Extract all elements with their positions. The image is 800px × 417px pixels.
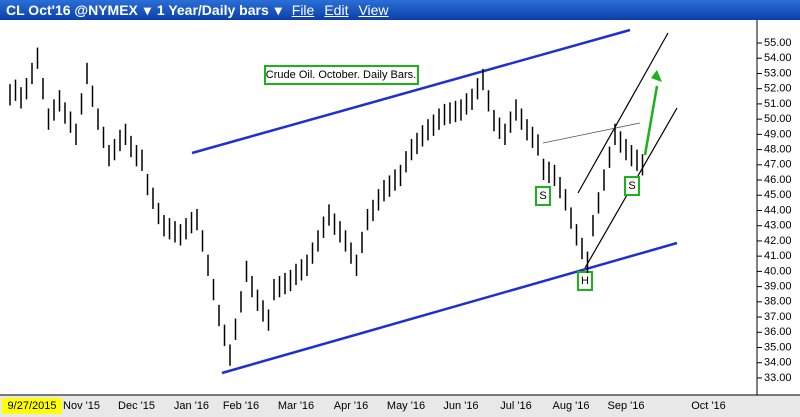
x-tick-label: Mar '16	[278, 400, 314, 412]
y-tick-label: 38.00	[764, 296, 792, 308]
channel-line	[221, 241, 678, 375]
x-tick-label: Oct '16	[691, 400, 726, 412]
x-tick-label: Jul '16	[500, 400, 531, 412]
x-tick-label: Nov '15	[63, 400, 100, 412]
chart: Crude Oil. October. Daily Bars. S H S 33…	[0, 20, 800, 417]
caret: ▾	[143, 1, 151, 18]
y-tick-label: 42.00	[764, 235, 792, 247]
channel-line	[191, 28, 631, 155]
y-tick-label: 55.00	[764, 37, 792, 49]
note: S	[539, 190, 546, 202]
title-bar: CL Oct'16 @NYMEX ▾ 1 Year/Daily bars ▾ Fil…	[0, 0, 800, 20]
note: Crude Oil. October. Daily Bars.	[266, 69, 416, 81]
y-tick-label: 43.00	[764, 220, 792, 232]
period[interactable]: 1 Year/Daily bars	[156, 2, 269, 18]
x-tick-label: Sep '16	[608, 400, 645, 412]
y-tick-label: 50.00	[764, 113, 792, 125]
y-tick-label: 54.00	[764, 52, 792, 64]
y-tick-label: 40.00	[764, 265, 792, 277]
y-tick-label: 44.00	[764, 204, 792, 216]
note-box	[624, 176, 640, 196]
y-tick-label: 46.00	[764, 174, 792, 186]
cursor-date-bg	[2, 398, 62, 414]
caret: ▾	[274, 1, 282, 18]
menu-item[interactable]: File	[291, 2, 315, 18]
y-tick-label: 45.00	[764, 189, 792, 201]
note-box	[264, 65, 419, 85]
y-tick-label: 34.00	[764, 357, 792, 369]
note: H	[581, 275, 589, 287]
menu-item[interactable]: View	[358, 2, 389, 18]
note-box	[535, 186, 551, 206]
menu-item[interactable]: Edit	[324, 2, 349, 18]
y-tick-label: 51.00	[764, 98, 792, 110]
y-tick-label: 52.00	[764, 83, 792, 95]
arrow-head	[651, 70, 662, 82]
background	[0, 20, 800, 417]
x-tick-label: Dec '15	[118, 400, 155, 412]
y-tick-label: 41.00	[764, 250, 792, 262]
x-tick-label: Apr '16	[334, 400, 369, 412]
y-tick-label: 39.00	[764, 281, 792, 293]
x-tick-label: Feb '16	[223, 400, 259, 412]
y-tick-label: 49.00	[764, 128, 792, 140]
arrow	[643, 85, 659, 156]
x-tick-label: Jan '16	[174, 400, 209, 412]
neckline	[542, 122, 641, 144]
y-tick-label: 48.00	[764, 143, 792, 155]
x-tick-label: 9/27/2015	[8, 400, 57, 412]
x-tick-label: Aug '16	[553, 400, 590, 412]
note-box	[577, 271, 593, 291]
y-tick-label: 53.00	[764, 67, 792, 79]
y-tick-label: 47.00	[764, 159, 792, 171]
x-tick-label: Jun '16	[443, 400, 478, 412]
symbol[interactable]: CL Oct'16 @NYMEX	[6, 2, 138, 18]
y-tick-label: 37.00	[764, 311, 792, 323]
x-tick-label: May '16	[387, 400, 425, 412]
note: S	[628, 180, 635, 192]
trend-line	[577, 32, 669, 194]
y-tick-label: 35.00	[764, 341, 792, 353]
y-tick-label: 36.00	[764, 326, 792, 338]
x-axis-strip	[0, 395, 800, 417]
y-tick-label: 33.00	[764, 372, 792, 384]
